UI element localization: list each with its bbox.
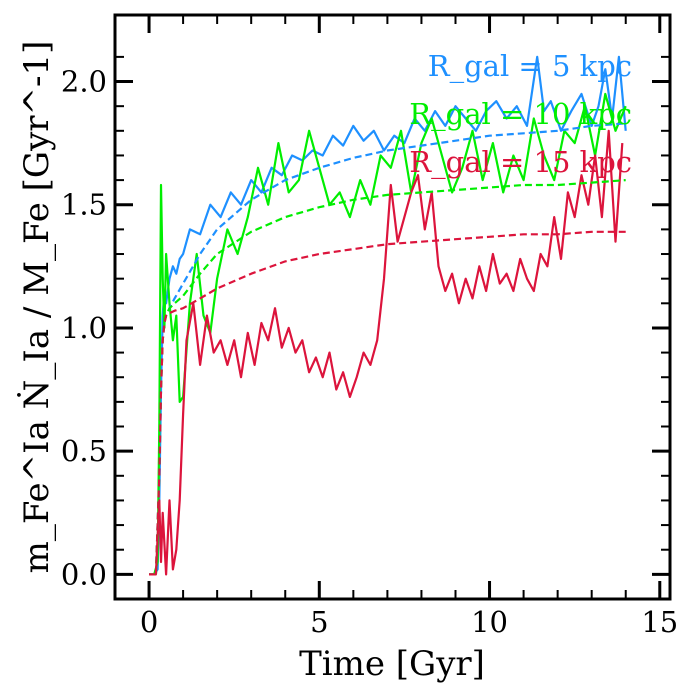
series-line-0: [149, 55, 627, 576]
y-tick-label: 1.0: [61, 311, 107, 345]
legend-entry-1: R_gal = 10 kpc: [409, 97, 632, 132]
y-tick-label: 0.0: [61, 557, 107, 591]
x-tick-label: 0: [140, 605, 158, 639]
y-tick-label: 2.0: [61, 65, 107, 99]
tick-labels: 0 5 10 15 0.0 0.5 1.0 1.5 2.0: [61, 65, 678, 639]
x-tick-label: 15: [641, 605, 678, 639]
series-line-5-fit: [154, 230, 626, 575]
legend: R_gal = 5 kpc R_gal = 10 kpc R_gal = 15 kp…: [409, 49, 632, 180]
series-line-2: [149, 129, 624, 576]
legend-entry-2: R_gal = 15 kpc: [409, 145, 632, 180]
y-axis-title: m_Fe^Ia Ṅ_Ia / M_Fe [Gyr^-1]: [16, 41, 57, 574]
y-tick-label: 0.5: [61, 434, 107, 468]
x-tick-label: 5: [310, 605, 328, 639]
x-tick-label: 10: [471, 605, 508, 639]
series-layer: [149, 55, 627, 576]
legend-entry-0: R_gal = 5 kpc: [428, 49, 632, 84]
plot-frame: [113, 13, 672, 601]
series-line-1: [149, 92, 627, 576]
y-tick-label: 1.5: [61, 188, 107, 222]
x-axis-title: Time [Gyr]: [299, 644, 485, 684]
